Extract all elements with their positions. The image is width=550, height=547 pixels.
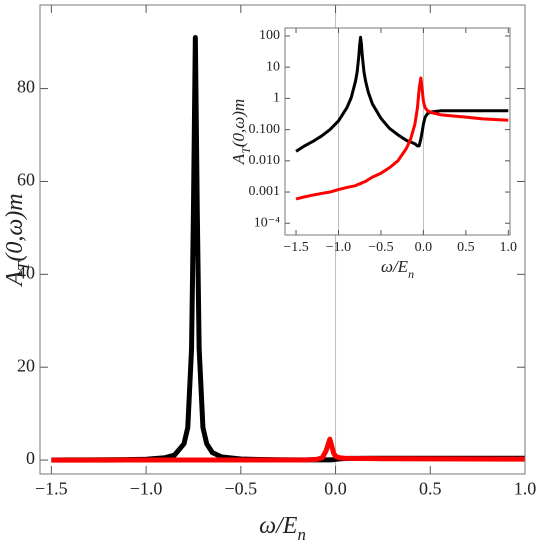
series-group <box>295 35 509 201</box>
x-tick-label: −1.0 <box>130 478 163 498</box>
y-tick-label: 0.100 <box>249 122 281 137</box>
axis-label: ω/En <box>381 257 414 281</box>
label-sub: T <box>14 260 33 271</box>
y-tick-label: 0.010 <box>249 153 281 168</box>
axis-label: AT(0,ω)m <box>229 99 253 165</box>
y-tick-label: 20 <box>17 355 35 375</box>
label-rest: (0,ω)m <box>229 99 248 147</box>
x-tick-label: 1.0 <box>500 240 518 255</box>
plot-area <box>285 28 510 235</box>
axis-label: AT(0,ω)m <box>2 193 34 287</box>
x-tick-label: −0.5 <box>224 478 257 498</box>
axis-label: ω/En <box>259 513 306 545</box>
y-tick-label: 0 <box>26 448 35 468</box>
series-line <box>295 35 509 153</box>
label-sub: n <box>297 525 305 544</box>
x-tick-label: 0.0 <box>415 240 433 255</box>
inset: −1.5 −1.0 −0.5 0.0 0.5 1.0 100 10 1 0.100 0.010 0.0… <box>229 27 518 281</box>
y-tick-label: 100 <box>259 28 280 43</box>
x-tick-label: −1.5 <box>35 478 68 498</box>
y-tick-label: 80 <box>17 77 35 97</box>
x-tick-label: −0.5 <box>368 240 393 255</box>
y-tick-label: 1 <box>273 91 280 106</box>
label-main: ω/E <box>259 513 298 539</box>
x-tick-label: 0.0 <box>324 478 347 498</box>
x-tick-label: 0.5 <box>457 240 475 255</box>
x-tick-label: 0.5 <box>419 478 442 498</box>
y-tick-label: 40 <box>17 262 35 282</box>
label-sub: n <box>408 267 414 281</box>
label-main: ω/E <box>381 257 409 276</box>
plot-frame <box>284 27 511 236</box>
plot-frame <box>39 4 526 475</box>
series-line <box>51 436 525 463</box>
y-tick-label: 10 <box>266 59 280 74</box>
label-main: A <box>229 153 248 165</box>
series-line <box>295 76 509 201</box>
label-rest: (0,ω)m <box>2 193 28 261</box>
x-tick-label: −1.0 <box>326 240 351 255</box>
y-tick-label: 0.001 <box>249 184 281 199</box>
label-main: A <box>2 271 28 288</box>
y-tick-label: 60 <box>17 170 35 190</box>
y-tick-label: 10⁻⁴ <box>254 215 280 230</box>
series-group <box>51 35 525 463</box>
label-sub: T <box>239 146 253 154</box>
x-tick-label: −1.5 <box>283 240 308 255</box>
x-tick-label: 1.0 <box>514 478 537 498</box>
